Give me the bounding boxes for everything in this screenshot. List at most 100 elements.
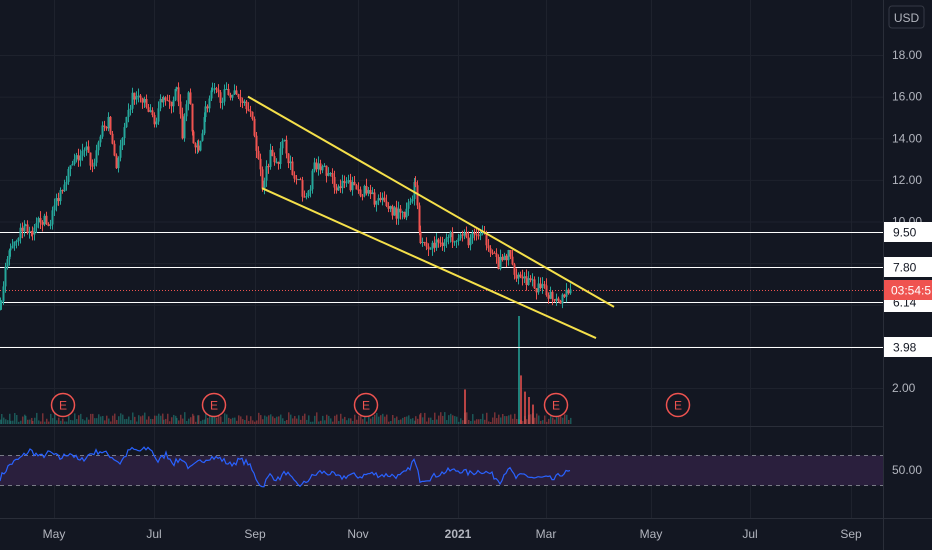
volume-bar: [394, 418, 396, 424]
volume-bar: [298, 415, 300, 424]
volume-bar: [432, 419, 434, 424]
candle-body: [109, 116, 112, 134]
candle-body: [115, 155, 118, 169]
candle-body: [210, 90, 213, 99]
volume-bar: [504, 416, 506, 424]
volume-bar: [130, 420, 132, 424]
candle-body: [429, 248, 432, 250]
volume-bar: [324, 420, 326, 424]
candle-body: [389, 206, 392, 209]
volume-bar: [236, 420, 238, 424]
candle-body: [287, 153, 290, 164]
y-tick-label: 18.00: [892, 48, 922, 62]
candle-body: [381, 197, 384, 201]
candle-body: [557, 298, 560, 301]
candle-body: [345, 182, 348, 184]
candle-body: [535, 288, 538, 293]
earnings-marker[interactable]: E: [665, 392, 691, 418]
earnings-marker[interactable]: E: [353, 392, 379, 418]
volume-bar: [548, 418, 550, 424]
volume-bar: [16, 415, 18, 424]
time-axis[interactable]: May Jul Sep Nov 2021 Mar May Jul Sep: [43, 527, 862, 541]
horizontal-levels[interactable]: [0, 232, 883, 348]
rsi-band: [0, 455, 883, 486]
volume-bar: [209, 413, 211, 424]
candle-body: [162, 97, 165, 103]
candle-body: [139, 95, 142, 98]
level-tag-label: 3.98: [893, 341, 917, 355]
candle-body: [237, 94, 240, 97]
trendline-upper[interactable]: [247, 95, 615, 308]
volume-bar: [566, 414, 568, 424]
x-tick-label: Sep: [244, 527, 266, 541]
candle-body: [141, 97, 144, 103]
candle-body: [503, 255, 506, 261]
candle-body: [421, 241, 424, 244]
x-tick-label: May: [43, 527, 66, 541]
volume-bar: [64, 421, 66, 424]
volume-bar: [132, 412, 134, 424]
volume-bar: [171, 417, 173, 424]
candle-body: [85, 146, 88, 150]
volume-bar: [419, 414, 421, 424]
volume-bar: [136, 421, 138, 424]
candle-body: [325, 165, 328, 176]
trendline-lower[interactable]: [261, 187, 597, 339]
volume-bar: [256, 420, 258, 424]
earnings-marker[interactable]: E: [201, 392, 227, 418]
candle-body: [9, 248, 12, 251]
volume-bar: [3, 417, 5, 424]
candle-body: [4, 266, 7, 287]
volume-bar: [182, 418, 184, 424]
volume-bar: [542, 420, 544, 424]
candle-body: [489, 248, 492, 253]
volume-bar: [14, 413, 16, 424]
candle-body: [515, 274, 518, 279]
candle-body: [497, 256, 500, 269]
candle-body: [123, 127, 126, 139]
volume-bar: [366, 421, 368, 424]
candle-body: [168, 100, 171, 102]
candle-body: [553, 299, 556, 301]
volume-bar: [268, 415, 270, 424]
volume-bar: [94, 418, 96, 424]
volume-bar: [362, 419, 364, 424]
candle-body: [0, 301, 3, 304]
volume-bar: [376, 412, 378, 424]
level-tag-bg: [884, 337, 932, 357]
volume-bar: [260, 415, 262, 424]
candle-body: [11, 245, 14, 249]
candle-body: [26, 224, 29, 233]
candle-body: [65, 181, 68, 185]
candle-body: [225, 88, 228, 90]
candle-body: [53, 205, 56, 211]
volume-bar: [368, 412, 370, 424]
candle-body: [349, 180, 352, 191]
volume-spike: [532, 404, 534, 424]
volume-bar: [188, 418, 190, 424]
candle-body: [387, 205, 390, 209]
currency-badge[interactable]: USD: [888, 5, 925, 29]
earnings-marker[interactable]: E: [50, 392, 76, 418]
volume-bar: [402, 417, 404, 424]
candle-body: [333, 176, 336, 188]
candle-body: [121, 138, 124, 146]
earnings-marker[interactable]: E: [543, 392, 569, 418]
volume-bar: [48, 421, 50, 424]
candle-body: [505, 255, 508, 261]
candle-body: [89, 152, 92, 166]
volume-bar: [417, 418, 419, 424]
volume-bar: [195, 421, 197, 424]
y-tick-label: 14.00: [892, 131, 922, 145]
volume-bar: [304, 413, 306, 424]
volume-bar: [476, 419, 478, 424]
volume-bar: [7, 420, 9, 424]
volume-bar: [102, 415, 104, 424]
volume-bar: [240, 416, 242, 424]
candle-body: [166, 100, 169, 102]
candle-body: [257, 150, 260, 159]
trendlines[interactable]: [247, 95, 615, 339]
candle-body: [353, 181, 356, 186]
